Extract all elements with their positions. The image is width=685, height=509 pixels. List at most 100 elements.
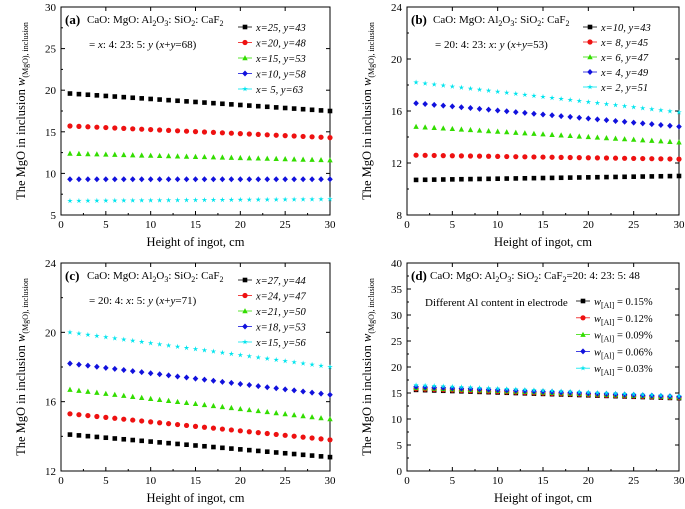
data-point [183, 176, 190, 183]
data-point [192, 197, 199, 203]
data-point [567, 132, 573, 139]
data-point [576, 155, 582, 161]
data-point [300, 413, 306, 419]
data-point [640, 137, 646, 143]
data-point [174, 197, 181, 203]
data-point [273, 196, 279, 202]
legend-marker [242, 55, 248, 61]
data-point [540, 388, 546, 395]
data-point [309, 176, 315, 183]
data-point [549, 94, 555, 101]
y-tick-label: 25 [45, 44, 57, 56]
data-point [458, 153, 464, 159]
data-point [291, 133, 297, 139]
data-point [291, 412, 297, 418]
data-point [440, 153, 446, 159]
data-point [422, 80, 428, 86]
data-point [229, 102, 234, 107]
data-point [585, 99, 592, 105]
x-tick-label: 30 [325, 475, 337, 487]
data-point [247, 103, 252, 108]
legend-entry: w[Al] = 0.03% [594, 364, 653, 377]
legend-marker [580, 298, 586, 304]
legend-marker [242, 86, 248, 92]
data-point [219, 378, 226, 385]
data-point [459, 176, 464, 182]
data-point [282, 133, 288, 139]
data-point [67, 91, 73, 96]
panel-letter: (c) [65, 268, 79, 283]
data-point [576, 114, 583, 121]
data-point [309, 414, 315, 420]
data-point [67, 123, 73, 129]
data-point [540, 387, 546, 393]
legend-entry: x=15, y=53 [255, 54, 306, 65]
series-3 [413, 123, 682, 145]
data-point [85, 331, 91, 338]
data-point [112, 436, 118, 441]
y-tick-label: 10 [391, 414, 403, 426]
data-point [594, 116, 601, 123]
data-point [513, 176, 519, 181]
composition-annotation: CaO: MgO: Al2O3: SiO2: CaF2 [87, 14, 223, 28]
data-point [282, 196, 288, 202]
data-point [612, 135, 619, 141]
data-point [531, 110, 537, 117]
data-point [558, 132, 564, 138]
data-point [282, 411, 288, 417]
data-point [558, 175, 564, 181]
data-point [94, 434, 100, 440]
data-point [495, 176, 500, 181]
data-point [440, 383, 447, 389]
chart-panel-3: 0 5 10 15 20 25 30 12 16 20 24 Height of ingot, cm T… [14, 258, 336, 505]
data-point [273, 105, 279, 110]
data-point [103, 435, 109, 441]
x-tick-label: 15 [538, 219, 550, 231]
data-point [67, 329, 73, 335]
series-3 [67, 150, 333, 163]
data-point [237, 380, 244, 387]
data-point [309, 361, 315, 367]
data-point [649, 121, 655, 128]
data-point [103, 176, 109, 183]
data-point [531, 130, 537, 136]
data-point [174, 373, 181, 380]
legend-marker [580, 365, 586, 371]
x-tick-label: 0 [404, 219, 410, 231]
data-point [94, 93, 100, 98]
data-point [291, 106, 297, 111]
y-tick-label: 5 [51, 210, 57, 222]
data-point [192, 375, 199, 382]
x-tick-label: 20 [583, 475, 595, 487]
data-point [210, 377, 217, 384]
data-point [246, 353, 253, 359]
data-point [522, 130, 528, 136]
y-tick-label: 40 [391, 258, 403, 270]
data-point [458, 84, 465, 90]
data-point [85, 412, 91, 419]
data-point [449, 383, 456, 390]
data-point [621, 103, 628, 109]
series-4 [67, 360, 333, 398]
legend-entry: x=27, y=44 [255, 276, 306, 287]
data-point [165, 342, 172, 348]
series-2 [413, 152, 682, 162]
data-point [549, 131, 555, 137]
data-point [603, 134, 610, 141]
data-point [130, 126, 136, 132]
data-point [612, 390, 619, 396]
data-point [676, 123, 682, 130]
data-point [76, 433, 82, 438]
data-point [264, 176, 271, 183]
data-point [422, 177, 428, 183]
data-point [183, 128, 190, 134]
data-point [567, 388, 573, 394]
data-point [210, 402, 217, 409]
data-point [639, 105, 646, 111]
data-point [165, 176, 172, 183]
data-point [639, 120, 646, 127]
data-point [121, 416, 127, 422]
data-point [264, 104, 270, 110]
data-point [255, 407, 261, 414]
y-tick-label: 20 [45, 327, 57, 339]
